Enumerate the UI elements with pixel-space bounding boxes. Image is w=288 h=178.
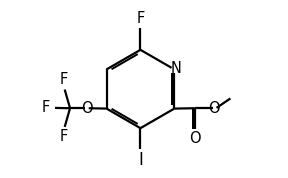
Text: O: O bbox=[81, 101, 93, 116]
Text: O: O bbox=[209, 101, 220, 116]
Text: F: F bbox=[42, 100, 50, 115]
Text: F: F bbox=[60, 72, 68, 87]
Text: F: F bbox=[136, 11, 145, 26]
Text: O: O bbox=[190, 131, 201, 146]
Text: I: I bbox=[138, 151, 143, 169]
Text: F: F bbox=[60, 129, 68, 144]
Text: N: N bbox=[170, 61, 181, 76]
